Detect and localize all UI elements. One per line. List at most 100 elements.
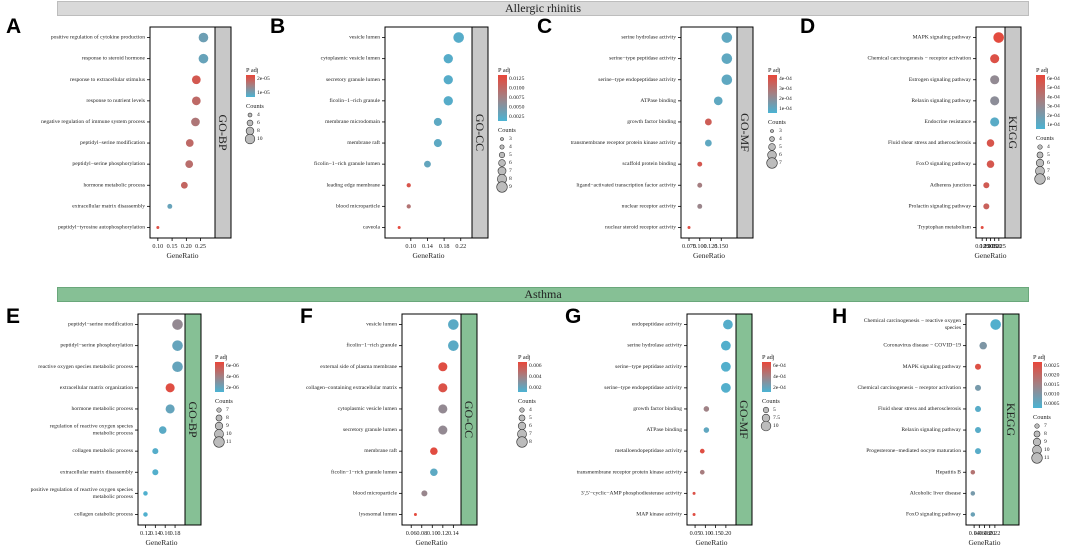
panel-f-term-label: vesicle lumen — [366, 322, 397, 328]
panel-e-term-label: extracellular matrix disassembly — [60, 469, 133, 475]
panel-h-dot — [970, 469, 976, 475]
panel-g-term-label: metalloendopeptidase activity — [615, 448, 682, 454]
panel-f-counts-swatch — [517, 421, 527, 431]
panel-a-counts-swatch — [245, 126, 255, 136]
panel-g-term-label: ATPase binding — [646, 427, 682, 433]
panel-d-xtick-label: 0.175 — [984, 243, 998, 250]
panel-d-counts-swatch — [1037, 144, 1043, 150]
panel-h-counts-tick: 10 — [1044, 447, 1050, 453]
panel-f-counts-tick: 4 — [529, 407, 532, 413]
panel-e-dot — [172, 340, 183, 351]
panel-letter-f: F — [300, 305, 313, 328]
panel-b-padj-tick: 0.0125 — [509, 76, 525, 82]
panel-d-counts-tick: 7 — [1047, 168, 1050, 174]
panel-h-padj-title: P adj — [1033, 354, 1046, 361]
panel-letter-h: H — [832, 305, 848, 328]
panel-c-padj-colorbar — [768, 75, 777, 113]
panel-g-dot — [703, 406, 710, 412]
panel-f-dot — [438, 362, 448, 372]
panel-a-xtick-label: 0.10 — [152, 243, 163, 250]
panel-a-facet-label: GO-BP — [216, 114, 230, 150]
panel-h-xtick-label: 0.16 — [974, 530, 985, 537]
panel-e-dot — [143, 512, 148, 517]
panel-d-padj-tick: 4e-04 — [1047, 94, 1060, 100]
panel-letter-g: G — [565, 305, 582, 328]
panel-e-term-label: reactive oxygen species metabolic proces… — [38, 364, 133, 370]
panel-a-xtick-label: 0.20 — [181, 243, 192, 250]
panel-c-term-label: ATPase binding — [640, 98, 676, 104]
panel-d-counts-tick: 4 — [1047, 144, 1050, 150]
panel-d-xtick-label: 0.150 — [979, 243, 993, 250]
panel-letter-e: E — [6, 305, 21, 328]
panel-a-counts-title: Counts — [246, 103, 264, 110]
panel-a-dot — [191, 75, 201, 85]
panel-c-counts-tick: 6 — [779, 152, 782, 158]
panel-b-dot — [443, 96, 453, 106]
panel-c-counts-swatch — [766, 157, 778, 169]
panel-e-counts-swatch — [216, 407, 222, 413]
panel-h-dot — [974, 448, 982, 455]
panel-f-term-label: cytoplasmic vesicle lumen — [338, 406, 398, 412]
panel-a-facet-strip — [214, 26, 232, 239]
panel-c-dot — [713, 96, 723, 106]
panel-f-counts-tick: 6 — [529, 423, 532, 429]
panel-d-dot — [980, 225, 984, 229]
panel-e-counts-swatch — [214, 421, 224, 431]
panel-c-term-label: serine−type endopeptidase activity — [598, 77, 676, 83]
panel-h-dot — [974, 363, 982, 370]
panel-d-term-label: Fluid shear stress and atherosclerosis — [888, 140, 971, 146]
panel-f-counts-tick: 5 — [529, 415, 532, 421]
panel-c-counts-swatch — [768, 143, 776, 151]
panel-h-counts-swatch — [1034, 423, 1040, 429]
panel-g-padj-tick: 6e-04 — [773, 363, 786, 369]
panel-f-padj-tick: 0.002 — [529, 385, 542, 391]
panel-a-dot — [185, 139, 194, 147]
panel-c-dot — [697, 203, 703, 209]
panel-f-term-label: secretory granule lumen — [343, 427, 397, 433]
panel-b-padj-colorbar — [498, 75, 507, 121]
panel-e-padj-tick: 2e-06 — [226, 385, 239, 391]
panel-h-padj-tick: 0.0025 — [1044, 363, 1060, 369]
panel-h-padj-tick: 0.0010 — [1044, 392, 1060, 398]
panel-a-xlabel: GeneRatio — [166, 251, 198, 260]
panel-c-facet-strip — [736, 26, 754, 239]
panel-d-padj-tick: 5e-04 — [1047, 85, 1060, 91]
panel-d-dot — [990, 54, 1000, 64]
panel-c-counts-swatch — [770, 129, 774, 133]
panel-a-dot — [180, 181, 188, 189]
panel-a-dot — [198, 32, 209, 43]
panel-c-xlabel: GeneRatio — [693, 251, 725, 260]
panel-b-counts-tick: 7 — [509, 168, 512, 174]
panel-c-padj-tick: 1e-04 — [779, 106, 792, 112]
panel-b-padj-tick: 0.0075 — [509, 95, 525, 101]
panel-f-padj-tick: 0.004 — [529, 374, 542, 380]
panel-b-term-label: ficolin−1−rich granule lumen — [314, 160, 380, 167]
panel-c-padj-tick: 4e-04 — [779, 76, 792, 82]
panel-b-term-label: ficolin−1−rich granule — [329, 97, 380, 104]
panel-e-dot — [143, 491, 148, 496]
panel-letter-b: B — [270, 15, 286, 38]
panel-e-term-label: collagen metabolic process — [72, 448, 133, 454]
panel-g-term-label: serine−type peptidase activity — [615, 364, 682, 370]
panel-g-dot — [699, 448, 705, 454]
panel-g-xtick-label: 0.20 — [720, 530, 731, 537]
panel-b-term-label: vesicle lumen — [349, 35, 380, 41]
panel-f-term-label: external side of plasma membrane — [320, 363, 397, 370]
panel-g-xtick-label: 0.15 — [710, 530, 721, 537]
panel-f-term-label: ficolin−1−rich granule lumen — [331, 468, 397, 475]
panel-h-counts-tick: 9 — [1044, 439, 1047, 445]
panel-f-dot — [448, 340, 459, 351]
panel-h-padj-tick: 0.0015 — [1044, 382, 1060, 388]
panel-b-counts-tick: 3 — [509, 136, 512, 142]
panel-c-term-label: scaffold protein binding — [622, 160, 676, 167]
panel-b-term-label: membrane microdomain — [325, 119, 380, 125]
panel-c-term-label: nuclear receptor activity — [622, 203, 677, 209]
panel-f-term-label: collagen−containing extracellular matrix — [306, 385, 397, 391]
panel-b-counts-tick: 4 — [509, 144, 512, 150]
panel-g-dot — [720, 382, 731, 393]
panel-b-padj-title: P adj — [498, 67, 511, 74]
panel-d-dot — [983, 182, 990, 189]
panel-h-padj-colorbar — [1033, 362, 1042, 408]
panel-h-facet-label: KEGG — [1004, 403, 1018, 437]
panel-f-facet-strip — [460, 313, 478, 526]
